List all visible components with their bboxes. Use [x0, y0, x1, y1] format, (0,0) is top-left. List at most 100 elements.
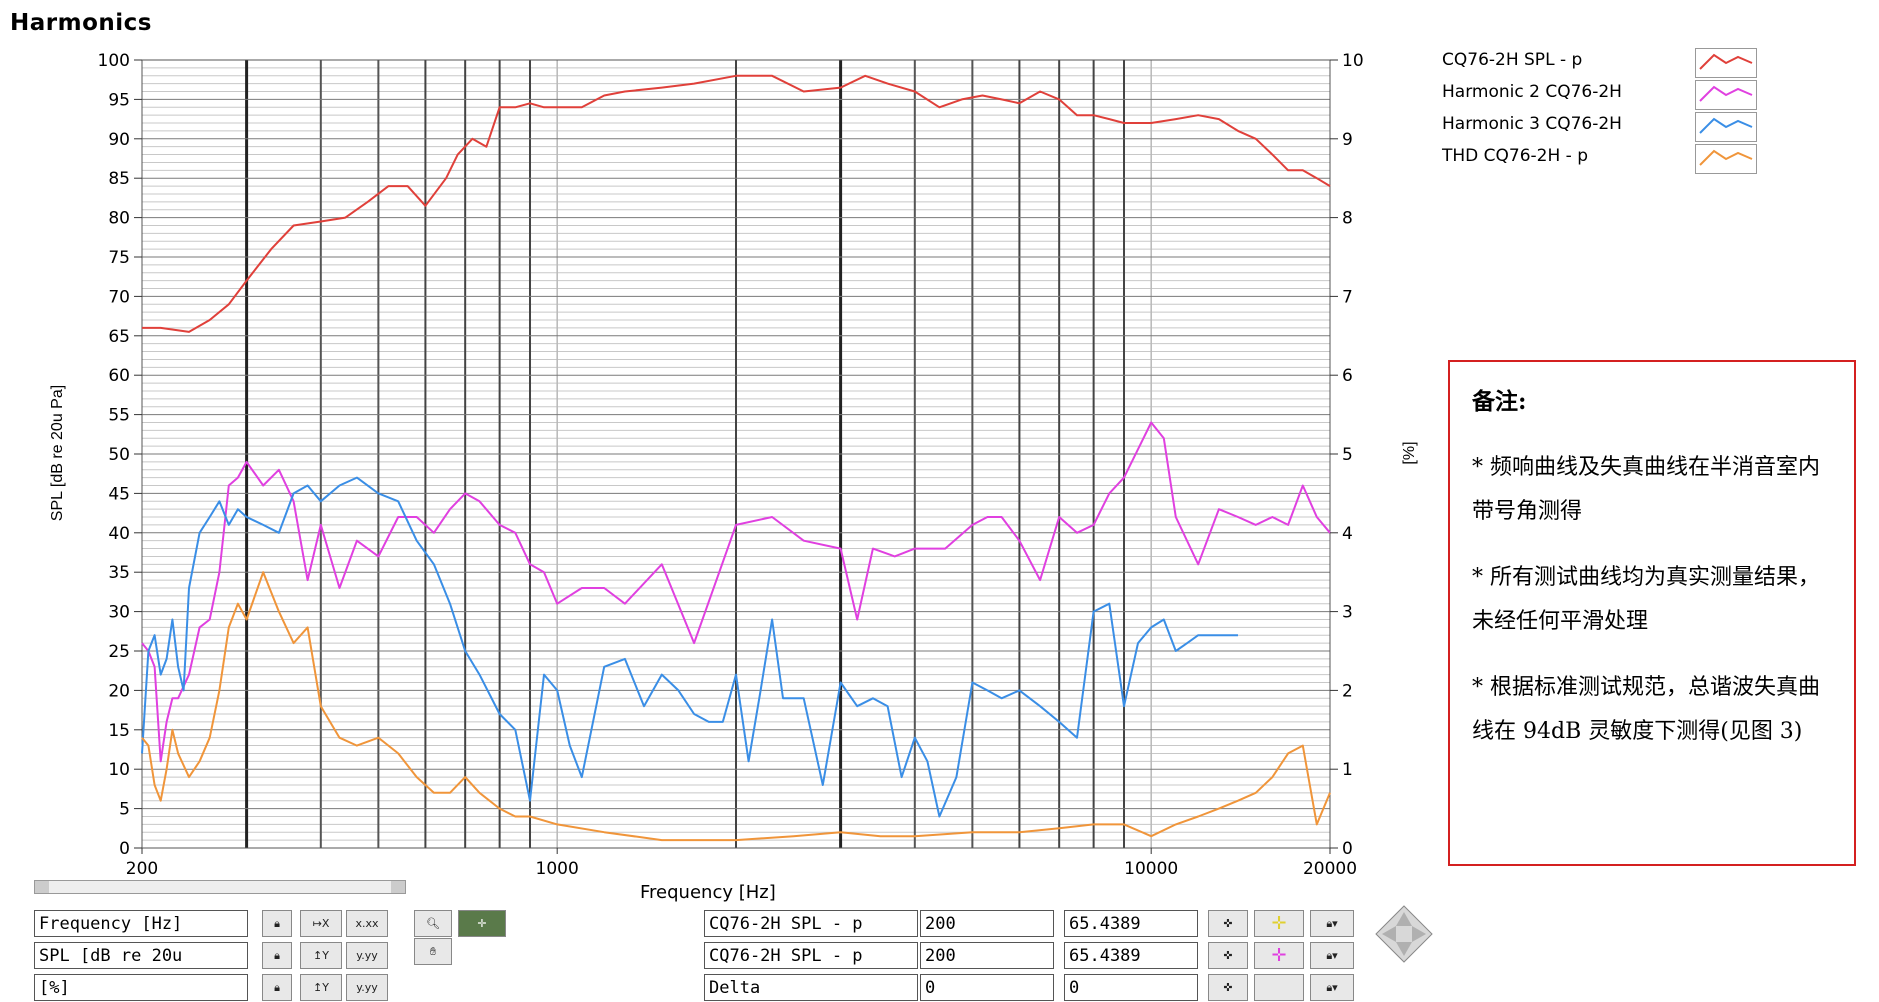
cursor-crosshair-icon[interactable]: ✛: [458, 910, 506, 937]
legend-swatch: [1695, 48, 1757, 78]
legend-label: CQ76-2H SPL - p: [1442, 50, 1583, 70]
chart-title: Harmonics: [10, 10, 152, 36]
delta-y-field[interactable]: 0: [1064, 974, 1198, 1001]
y2-format-icon[interactable]: y.yy: [346, 974, 388, 1001]
series-line: [141, 421, 1331, 763]
legend-swatch: [1695, 112, 1757, 142]
note-item: * 根据标准测试规范，总谐波失真曲线在 94dB 灵敏度下测得(见图 3): [1472, 675, 1820, 744]
y-tick-label-left: 45: [108, 484, 130, 504]
move-cursor-icon[interactable]: ✜: [1208, 910, 1248, 937]
y-tick-label-left: 85: [108, 169, 130, 189]
delta-style-icon[interactable]: [1254, 974, 1304, 1001]
y-tick-label-left: 25: [108, 642, 130, 662]
legend-swatch-line: [1699, 149, 1753, 166]
y-axis-name-field[interactable]: SPL [dB re 20u: [34, 942, 248, 969]
legend-swatch-line: [1699, 85, 1753, 102]
legend-item[interactable]: Harmonic 3 CQ76-2H: [1442, 112, 1762, 144]
lock-icon[interactable]: 🔒︎: [262, 942, 292, 969]
y-tick-label-left: 60: [108, 366, 130, 386]
y2-scale-icon[interactable]: ↥Y: [300, 974, 342, 1001]
cursor-2-x-field[interactable]: 200: [920, 942, 1054, 969]
y-tick-label-left: 15: [108, 721, 130, 741]
delta-name-field[interactable]: Delta: [704, 974, 918, 1001]
legend-label: THD CQ76-2H - p: [1442, 146, 1589, 166]
y2-axis-name-field[interactable]: [%]: [34, 974, 248, 1001]
y-scale-icon[interactable]: ↥Y: [300, 942, 342, 969]
x-tick-label: 200: [126, 859, 158, 879]
x-tick-label: 1000: [536, 859, 579, 879]
x-tick-label: 10000: [1124, 859, 1178, 879]
x-scale-icon[interactable]: ↦X: [300, 910, 342, 937]
legend-item[interactable]: CQ76-2H SPL - p: [1442, 48, 1762, 80]
chart-legend: CQ76-2H SPL - p Harmonic 2 CQ76-2H Harmo…: [1442, 48, 1762, 176]
y-tick-label-left: 80: [108, 209, 130, 229]
legend-item[interactable]: THD CQ76-2H - p: [1442, 144, 1762, 176]
series-line: [142, 74, 1331, 333]
scroll-right-button[interactable]: [391, 881, 405, 893]
notes-box: 备注: * 频响曲线及失真曲线在半消音室内带号角测得 * 所有测试曲线均为真实测…: [1448, 360, 1856, 866]
series-line: [141, 571, 1331, 842]
y-tick-label-right: 8: [1342, 209, 1353, 229]
y-tick-label-left: 10: [108, 760, 130, 780]
legend-label: Harmonic 2 CQ76-2H: [1442, 82, 1622, 102]
legend-swatch: [1695, 80, 1757, 110]
move-cursor-icon[interactable]: ✜: [1208, 942, 1248, 969]
x-axis: 200 1000 10000 20000: [126, 848, 1357, 879]
right-axis: 0 1 2 3 4 5 6 7 8 9 10: [1330, 51, 1364, 859]
y-tick-label-left: 50: [108, 445, 130, 465]
cursor-2-lock-dropdown[interactable]: 🔒︎▾: [1310, 942, 1354, 969]
notes-heading: 备注:: [1472, 388, 1527, 415]
y-format-icon[interactable]: y.yy: [346, 942, 388, 969]
cursor-1-y-field[interactable]: 65.4389: [1064, 910, 1198, 937]
legend-swatch: [1695, 144, 1757, 174]
x-axis-name-field[interactable]: Frequency [Hz]: [34, 910, 248, 937]
y-tick-label-right: 1: [1342, 760, 1353, 780]
x-format-icon[interactable]: x.xx: [346, 910, 388, 937]
y-tick-label-left: 35: [108, 563, 130, 583]
y-tick-label-right: 4: [1342, 524, 1353, 544]
y-axis-label-left: SPL [dB re 20u Pa]: [49, 385, 66, 521]
delta-lock-dropdown[interactable]: 🔒︎▾: [1310, 974, 1354, 1001]
move-cursor-icon[interactable]: ✜: [1208, 974, 1248, 1001]
y-tick-label-right: 2: [1342, 681, 1353, 701]
lock-icon[interactable]: 🔒︎: [262, 974, 292, 1001]
cursor-1-x-field[interactable]: 200: [920, 910, 1054, 937]
y-tick-label-right: 3: [1342, 603, 1353, 623]
cursor-2-name-field[interactable]: CQ76-2H SPL - p: [704, 942, 918, 969]
scroll-left-button[interactable]: [35, 881, 49, 893]
y-tick-label-right: 0: [1342, 839, 1353, 859]
y-tick-label-left: 40: [108, 524, 130, 544]
y-tick-label-left: 5: [119, 800, 130, 820]
series-line: [141, 476, 1238, 818]
y-tick-label-left: 55: [108, 406, 130, 426]
note-item: * 所有测试曲线均为真实测量结果，未经任何平滑处理: [1472, 565, 1820, 634]
cursor-navigation-pad[interactable]: [1372, 902, 1436, 966]
major-gridlines-horizontal: [142, 98, 1330, 810]
harmonics-chart: 0510152025303540455055606570758085909510…: [49, 51, 1418, 879]
cursor-1-name-field[interactable]: CQ76-2H SPL - p: [704, 910, 918, 937]
x-axis-label: Frequency [Hz]: [640, 882, 776, 903]
legend-item[interactable]: Harmonic 2 CQ76-2H: [1442, 80, 1762, 112]
zoom-icon[interactable]: 🔍︎: [414, 910, 452, 937]
cursor-2-style-icon[interactable]: ✛: [1254, 942, 1304, 969]
y-tick-label-right: 5: [1342, 445, 1353, 465]
y-tick-label-left: 100: [98, 51, 130, 71]
legend-swatch-line: [1699, 117, 1753, 134]
left-axis: 0 5 10 15 20 25 30 35 40 45 50 55 60 65 70 75 80 85 90 95 10…: [98, 51, 142, 859]
delta-x-field[interactable]: 0: [920, 974, 1054, 1001]
pan-hand-icon[interactable]: ✋︎: [414, 938, 452, 965]
y-tick-label-left: 65: [108, 327, 130, 347]
y-tick-label-right: 9: [1342, 130, 1353, 150]
cursor-2-y-field[interactable]: 65.4389: [1064, 942, 1198, 969]
cursor-1-lock-dropdown[interactable]: 🔒︎▾: [1310, 910, 1354, 937]
y-axis-label-right: [%]: [1401, 441, 1418, 464]
y-tick-label-left: 90: [108, 130, 130, 150]
series-layer: [141, 74, 1331, 842]
y-tick-label-left: 95: [108, 90, 130, 110]
cursor-1-style-icon[interactable]: ✛: [1254, 910, 1304, 937]
y-tick-label-right: 10: [1342, 51, 1364, 71]
horizontal-scrollbar[interactable]: [34, 880, 406, 894]
y-tick-label-right: 7: [1342, 287, 1353, 307]
lock-icon[interactable]: 🔒︎: [262, 910, 292, 937]
y-tick-label-left: 0: [119, 839, 130, 859]
